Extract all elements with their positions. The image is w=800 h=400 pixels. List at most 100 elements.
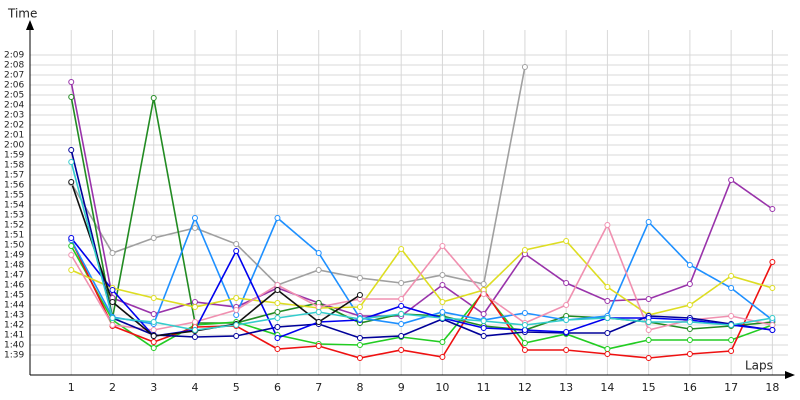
y-tick-label: 2:09 <box>4 51 24 61</box>
point-marker <box>769 259 776 265</box>
point-marker <box>233 322 240 328</box>
point-marker <box>109 315 116 321</box>
y-tick-label: 1:51 <box>4 231 24 241</box>
point-marker <box>150 295 157 301</box>
point-marker <box>398 311 405 317</box>
x-tick-label: 3 <box>150 381 157 394</box>
point-marker <box>728 177 735 183</box>
point-marker <box>563 280 570 286</box>
point-marker <box>645 219 652 225</box>
y-tick-label: 1:50 <box>4 241 24 251</box>
point-marker <box>439 272 446 278</box>
point-marker <box>604 330 611 336</box>
point-marker <box>233 241 240 247</box>
point-marker <box>68 159 75 165</box>
point-marker <box>439 339 446 345</box>
point-marker <box>728 285 735 291</box>
y-tick-label: 1:39 <box>4 351 24 361</box>
point-marker <box>274 282 281 288</box>
x-tick-label: 18 <box>765 381 779 394</box>
y-tick-label: 1:52 <box>4 221 24 231</box>
y-tick-label: 1:44 <box>4 301 24 311</box>
point-marker <box>769 327 776 333</box>
x-tick-label: 10 <box>435 381 449 394</box>
x-axis-title: Laps <box>745 359 773 373</box>
point-marker <box>315 304 322 310</box>
point-marker <box>686 319 693 325</box>
y-tick-label: 2:02 <box>4 121 24 131</box>
point-marker <box>439 243 446 249</box>
point-marker <box>150 327 157 333</box>
y-tick-label: 2:01 <box>4 131 24 141</box>
y-tick-label: 1:43 <box>4 311 24 321</box>
y-tick-label: 1:55 <box>4 191 24 201</box>
y-tick-label: 1:42 <box>4 321 24 331</box>
y-tick-label: 1:48 <box>4 261 24 271</box>
point-marker <box>521 310 528 316</box>
point-marker <box>604 298 611 304</box>
y-tick-label: 2:00 <box>4 141 24 151</box>
point-marker <box>233 333 240 339</box>
series-line <box>70 161 773 331</box>
point-marker <box>398 246 405 252</box>
point-marker <box>728 337 735 343</box>
point-marker <box>645 296 652 302</box>
y-tick-label: 2:06 <box>4 81 24 91</box>
point-marker <box>233 307 240 313</box>
x-tick-label: 11 <box>477 381 491 394</box>
point-marker <box>686 351 693 357</box>
y-tick-label: 2:04 <box>4 101 24 111</box>
point-marker <box>769 206 776 212</box>
point-marker <box>68 252 75 258</box>
y-tick-label: 1:47 <box>4 271 24 281</box>
point-marker <box>563 317 570 323</box>
point-marker <box>645 327 652 333</box>
point-marker <box>315 309 322 315</box>
point-marker <box>191 299 198 305</box>
point-marker <box>315 250 322 256</box>
series-line <box>70 237 773 340</box>
point-marker <box>274 215 281 221</box>
point-marker <box>233 248 240 254</box>
point-marker <box>728 273 735 279</box>
y-tick-label: 1:56 <box>4 181 24 191</box>
point-marker <box>398 296 405 302</box>
x-tick-label: 14 <box>600 381 614 394</box>
series-line <box>70 66 526 286</box>
point-marker <box>563 347 570 353</box>
point-marker <box>150 333 157 339</box>
x-tick-label: 6 <box>274 381 281 394</box>
point-marker <box>645 355 652 361</box>
point-marker <box>191 319 198 325</box>
point-marker <box>686 337 693 343</box>
point-marker <box>356 304 363 310</box>
point-marker <box>274 346 281 352</box>
y-tick-label: 1:40 <box>4 341 24 351</box>
y-tick-label: 1:58 <box>4 161 24 171</box>
x-tick-label: 1 <box>68 381 75 394</box>
point-marker <box>68 235 75 241</box>
point-marker <box>480 318 487 324</box>
point-marker <box>521 64 528 70</box>
point-marker <box>315 267 322 273</box>
point-marker <box>686 326 693 332</box>
point-marker <box>274 300 281 306</box>
point-marker <box>191 327 198 333</box>
series-line <box>70 81 773 317</box>
x-tick-label: 17 <box>724 381 738 394</box>
point-marker <box>480 281 487 287</box>
point-marker <box>398 303 405 309</box>
point-marker <box>480 333 487 339</box>
point-marker <box>604 222 611 228</box>
point-marker <box>68 243 75 249</box>
series-line <box>70 223 773 331</box>
point-marker <box>274 335 281 341</box>
y-axis-arrow <box>26 20 34 30</box>
point-marker <box>191 215 198 221</box>
point-marker <box>439 315 446 321</box>
point-marker <box>68 147 75 153</box>
x-tick-label: 2 <box>109 381 116 394</box>
point-marker <box>521 340 528 346</box>
point-marker <box>439 282 446 288</box>
